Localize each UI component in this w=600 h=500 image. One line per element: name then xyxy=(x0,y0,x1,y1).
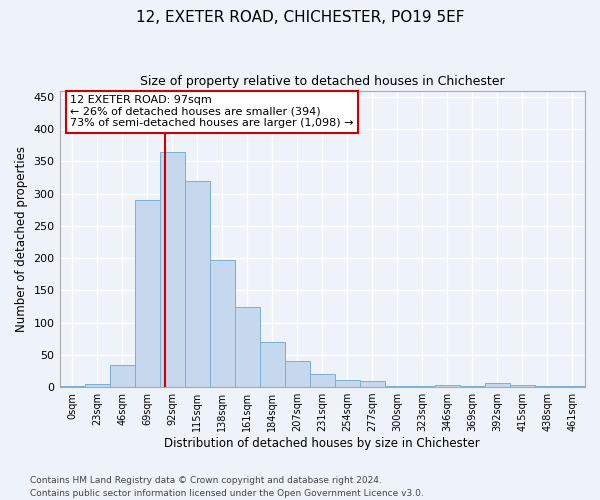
Bar xyxy=(410,386,435,387)
Bar xyxy=(510,384,535,387)
Bar xyxy=(260,342,285,387)
Y-axis label: Number of detached properties: Number of detached properties xyxy=(15,146,28,332)
Bar xyxy=(160,152,185,387)
Text: 12, EXETER ROAD, CHICHESTER, PO19 5EF: 12, EXETER ROAD, CHICHESTER, PO19 5EF xyxy=(136,10,464,25)
Bar xyxy=(285,362,310,387)
Bar xyxy=(460,386,485,387)
Bar xyxy=(209,260,235,387)
Bar xyxy=(385,386,410,387)
Bar xyxy=(134,200,160,387)
Bar xyxy=(360,380,385,387)
Bar xyxy=(535,386,560,387)
Bar xyxy=(235,306,260,387)
Bar xyxy=(560,386,585,387)
Bar xyxy=(85,384,110,387)
Bar xyxy=(485,383,510,387)
Bar xyxy=(310,374,335,387)
Bar xyxy=(185,181,209,387)
X-axis label: Distribution of detached houses by size in Chichester: Distribution of detached houses by size … xyxy=(164,437,480,450)
Bar xyxy=(335,380,360,387)
Text: Contains HM Land Registry data © Crown copyright and database right 2024.
Contai: Contains HM Land Registry data © Crown c… xyxy=(30,476,424,498)
Title: Size of property relative to detached houses in Chichester: Size of property relative to detached ho… xyxy=(140,75,505,88)
Bar xyxy=(110,364,134,387)
Bar xyxy=(435,384,460,387)
Text: 12 EXETER ROAD: 97sqm
← 26% of detached houses are smaller (394)
73% of semi-det: 12 EXETER ROAD: 97sqm ← 26% of detached … xyxy=(70,95,353,128)
Bar xyxy=(59,386,85,387)
